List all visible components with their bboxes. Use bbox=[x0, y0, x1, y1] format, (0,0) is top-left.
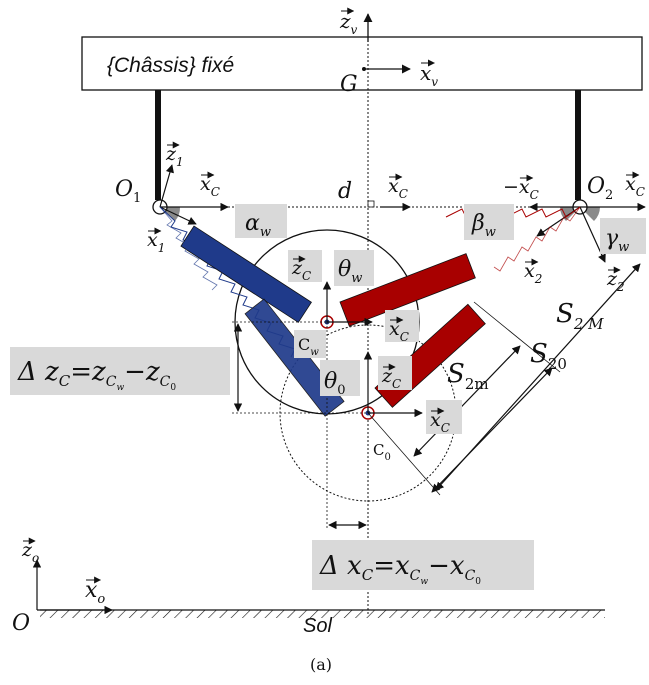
label-zC-Cw: zC bbox=[291, 255, 311, 283]
label-x1: x1 bbox=[147, 227, 165, 255]
chip-Cw bbox=[294, 330, 326, 358]
chip-zC-C0 bbox=[378, 356, 412, 390]
svg-text:xC: xC bbox=[430, 409, 450, 435]
svg-text:C0: C0 bbox=[373, 441, 391, 463]
label-theta-w: θw bbox=[338, 257, 362, 286]
left-cylinder-Cw bbox=[180, 225, 312, 323]
right-spring-C0 bbox=[493, 206, 581, 272]
svg-text:O2: O2 bbox=[587, 174, 613, 203]
label-beta: βw bbox=[471, 211, 496, 240]
chip-gamma bbox=[600, 218, 646, 254]
chip-zC-Cw bbox=[288, 250, 322, 282]
svg-text:γw: γw bbox=[605, 226, 629, 255]
chip-theta-w bbox=[334, 250, 374, 286]
svg-text:Cw: Cw bbox=[298, 335, 319, 358]
svg-text:zv: zv bbox=[339, 9, 358, 37]
label-theta-0: θ0 bbox=[324, 369, 346, 398]
svg-text:xC: xC bbox=[625, 173, 645, 199]
label-alpha: αw bbox=[245, 211, 271, 240]
svg-text:z2: z2 bbox=[606, 268, 625, 294]
chip-xC-C0 bbox=[426, 400, 462, 434]
caption: (a) bbox=[310, 655, 332, 674]
chip-beta bbox=[464, 204, 514, 240]
svg-text:zC: zC bbox=[291, 257, 311, 283]
svg-text:xo: xo bbox=[85, 578, 105, 607]
svg-text:αw: αw bbox=[245, 211, 271, 240]
svg-text:xC: xC bbox=[388, 175, 408, 201]
svg-text:θ0: θ0 bbox=[324, 369, 346, 398]
label-xC-O1: xC bbox=[200, 171, 220, 199]
left-spring-C0 bbox=[159, 206, 218, 291]
svg-text:Δ zC=zCw−zC0: Δ zC=zCw−zC0 bbox=[17, 357, 176, 393]
label-S20: S20 bbox=[530, 339, 567, 373]
chassis-box bbox=[81, 36, 643, 91]
right-leg bbox=[575, 90, 581, 200]
chip-theta-0 bbox=[320, 360, 360, 396]
label-O2: O2 bbox=[587, 174, 613, 203]
svg-text:S2m: S2m bbox=[447, 359, 489, 393]
svg-text:O1: O1 bbox=[115, 177, 141, 206]
s-ext-2 bbox=[473, 301, 561, 373]
svg-text:z1: z1 bbox=[165, 143, 184, 169]
label-zv: zv bbox=[339, 7, 358, 37]
svg-text:x1: x1 bbox=[147, 229, 165, 255]
chip-alpha bbox=[235, 204, 287, 238]
svg-text:βw: βw bbox=[471, 211, 496, 240]
chassis-label: {Châssis} fixé bbox=[107, 54, 234, 77]
svg-text:xC: xC bbox=[389, 318, 409, 344]
svg-text:x2: x2 bbox=[524, 260, 542, 286]
chip-xC-Cw bbox=[385, 310, 419, 342]
label-z2: z2 bbox=[606, 266, 625, 294]
svg-text:−xC: −xC bbox=[503, 176, 539, 202]
x1-arrow bbox=[159, 206, 197, 225]
label-zo: zo bbox=[21, 537, 39, 565]
s2M-dimension bbox=[435, 263, 641, 491]
svg-text:zC: zC bbox=[381, 365, 401, 391]
label-xC-mid: xC bbox=[388, 173, 408, 201]
label-Cw: Cw bbox=[298, 335, 319, 358]
label-z1: z1 bbox=[165, 141, 184, 169]
label-xv: xv bbox=[420, 59, 438, 89]
chip-dx-formula bbox=[312, 540, 534, 590]
label-zC-C0: zC bbox=[381, 363, 401, 391]
svg-text:Δ xC=xCw−xC0: Δ xC=xCw−xC0 bbox=[319, 551, 481, 587]
svg-text:S2 M: S2 M bbox=[556, 299, 604, 333]
svg-text:S20: S20 bbox=[530, 339, 567, 373]
s-ext-1 bbox=[367, 412, 441, 496]
label-x2: x2 bbox=[524, 258, 542, 286]
label-xo: xo bbox=[85, 576, 105, 607]
label-S2m: S2m bbox=[447, 359, 489, 393]
label-O1: O1 bbox=[115, 177, 141, 206]
label-S2M: S2 M bbox=[556, 299, 604, 333]
point-G-dot bbox=[362, 67, 366, 71]
label-C0: C0 bbox=[373, 441, 391, 463]
label-xC-Cw: xC bbox=[389, 316, 409, 344]
svg-text:xv: xv bbox=[420, 61, 438, 89]
label-O: O bbox=[12, 611, 30, 636]
ground-label: Sol bbox=[303, 615, 332, 637]
label-neg-xC: −xC bbox=[503, 174, 539, 202]
svg-text:zo: zo bbox=[21, 539, 39, 565]
svg-text:xC: xC bbox=[200, 173, 220, 199]
ground-hatch bbox=[40, 610, 605, 618]
right-angle-mark bbox=[367, 200, 375, 208]
z1-arrow bbox=[159, 164, 174, 208]
label-G: G bbox=[340, 72, 358, 97]
label-gamma: γw bbox=[605, 226, 629, 255]
label-xC-C0: xC bbox=[430, 407, 450, 435]
formula-dz: Δ zC=zCw−zC0 bbox=[17, 357, 176, 393]
svg-text:θw: θw bbox=[338, 257, 362, 286]
label-xC-edge: xC bbox=[625, 171, 645, 199]
label-d: d bbox=[338, 179, 352, 204]
left-leg bbox=[155, 90, 161, 200]
formula-dx: Δ xC=xCw−xC0 bbox=[319, 551, 481, 587]
chip-dz-formula bbox=[10, 347, 230, 395]
